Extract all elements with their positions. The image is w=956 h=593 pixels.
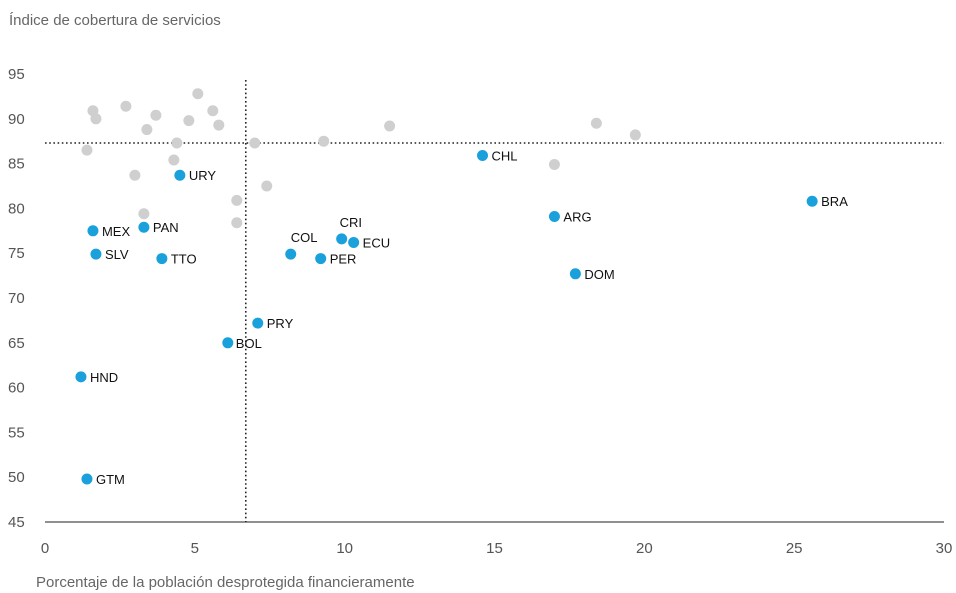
point-label: PAN [153,220,179,235]
highlighted-point [90,248,102,260]
other-point [249,137,261,149]
point-label: DOM [584,267,614,282]
point-label: ARG [563,209,591,224]
y-tick-label: 70 [8,290,25,307]
other-point [129,169,141,181]
point-label: TTO [171,252,197,267]
other-point [168,154,180,166]
point-label: ECU [363,235,390,250]
other-point [548,158,560,170]
highlighted-point [174,169,186,181]
highlighted-point [548,210,560,222]
highlighted-point [222,337,234,349]
y-tick-label: 90 [8,111,25,128]
point-label: BRA [821,194,848,209]
y-tick-label: 45 [8,514,25,531]
point-label: PRY [267,316,294,331]
point-label: SLV [105,247,129,262]
other-point [213,119,225,131]
highlighted-point [81,473,93,485]
x-axis-title: Porcentaje de la población desprotegida … [36,574,415,591]
other-points [81,88,641,229]
other-point [141,124,153,136]
highlighted-point [138,221,150,233]
x-tick-label: 15 [486,540,503,557]
y-tick-label: 75 [8,245,25,262]
highlighted-point [75,371,87,383]
reference-lines [45,80,944,522]
y-tick-label: 65 [8,335,25,352]
highlighted-point [569,268,581,280]
point-label: COL [291,230,318,245]
point-label: MEX [102,224,130,239]
other-point [81,144,93,156]
other-point [231,217,243,229]
other-point [318,135,330,147]
highlighted-point [285,248,297,260]
highlighted-point [252,317,264,329]
point-label: PER [330,252,357,267]
point-label: BOL [236,336,262,351]
point-label: CHL [492,149,518,164]
other-point [138,208,150,220]
highlighted-point [315,253,327,265]
other-point [384,120,396,132]
y-axis-title: Índice de cobertura de servicios [9,12,221,29]
x-tick-label: 25 [786,540,803,557]
other-point [192,88,204,100]
x-tick-label: 5 [191,540,199,557]
other-point [207,105,219,117]
highlighted-point [336,233,348,245]
y-tick-label: 80 [8,200,25,217]
x-tick-label: 30 [936,540,953,557]
other-point [90,113,102,125]
highlighted-point [348,236,360,248]
y-tick-label: 85 [8,156,25,173]
y-tick-label: 60 [8,380,25,397]
other-point [171,137,183,149]
other-point [590,117,602,129]
highlighted-point [87,225,99,237]
highlighted-point [477,150,489,162]
other-point [150,109,162,121]
other-point [183,115,195,127]
axis-ticks: 0 5 10 15 20 25 30 45 50 55 60 65 70 75 80 85 90 95 [8,66,952,557]
y-tick-label: 50 [8,469,25,486]
x-tick-label: 10 [336,540,353,557]
other-point [629,129,641,141]
point-label: URY [189,168,217,183]
highlighted-point [156,253,168,265]
highlighted-point [806,195,818,207]
x-tick-label: 20 [636,540,653,557]
other-point [120,100,132,112]
other-point [261,180,273,192]
other-point [231,194,243,206]
point-label: CRI [340,215,362,230]
point-label: GTM [96,472,125,487]
point-label: HND [90,370,118,385]
y-tick-label: 55 [8,424,25,441]
x-tick-label: 0 [41,540,49,557]
y-tick-label: 95 [8,66,25,83]
